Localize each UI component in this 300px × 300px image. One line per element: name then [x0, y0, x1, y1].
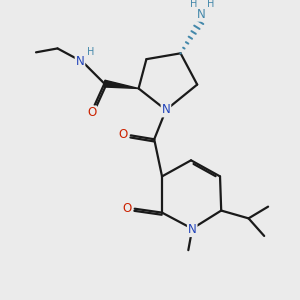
Text: O: O: [122, 202, 131, 215]
Text: H: H: [190, 0, 197, 10]
Text: N: N: [197, 8, 206, 21]
Text: O: O: [118, 128, 128, 141]
Text: H: H: [207, 0, 214, 10]
Polygon shape: [104, 80, 139, 88]
Text: N: N: [162, 103, 170, 116]
Text: N: N: [76, 55, 84, 68]
Text: O: O: [87, 106, 96, 119]
Text: N: N: [188, 223, 197, 236]
Text: H: H: [87, 47, 94, 57]
